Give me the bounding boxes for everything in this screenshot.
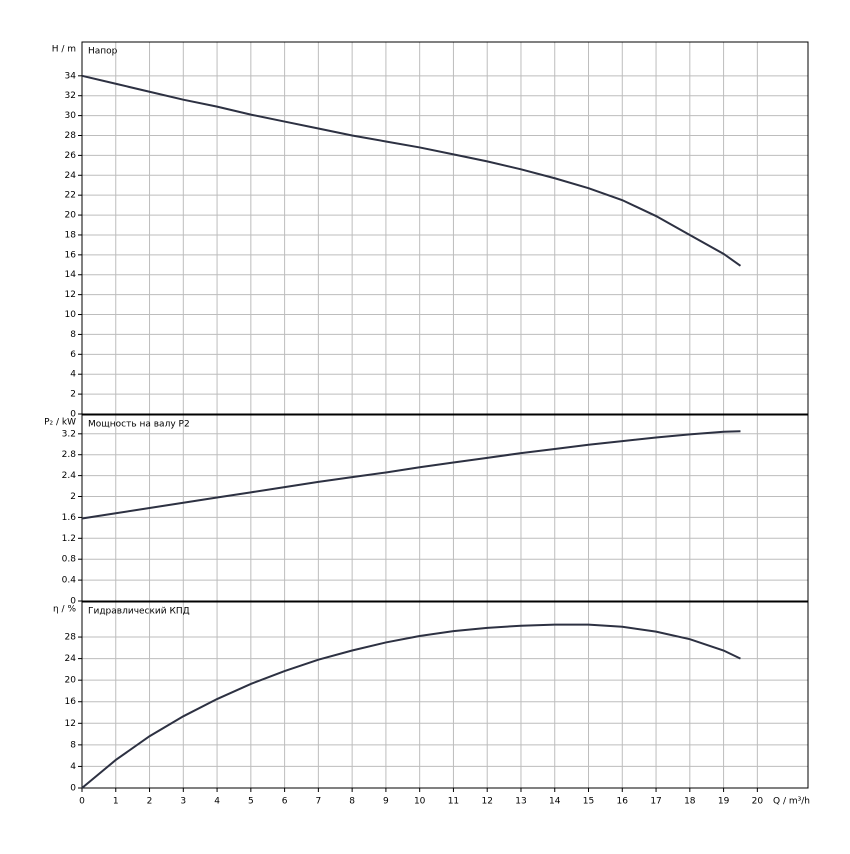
- x-tick-label: 4: [214, 797, 220, 807]
- x-axis-label: Q / m³/h: [773, 797, 810, 807]
- x-tick-label: 7: [316, 797, 322, 807]
- plot-frame: [81, 41, 809, 415]
- panel-title: Напор: [88, 47, 118, 57]
- x-tick-label: 14: [549, 797, 561, 807]
- y-tick-label: 2: [70, 390, 76, 400]
- x-tick-label: 15: [583, 797, 594, 807]
- y-tick-label: 4: [70, 762, 76, 772]
- x-tick-label: 6: [282, 797, 288, 807]
- y-tick-label: 2: [70, 492, 76, 502]
- y-tick-label: 8: [70, 330, 76, 340]
- y-tick-label: 14: [65, 270, 77, 280]
- y-tick-label: 28: [65, 633, 77, 643]
- y-tick-label: 6: [70, 350, 76, 360]
- y-tick-label: 2.4: [62, 471, 77, 481]
- y-axis-label: H / m: [52, 45, 76, 55]
- y-tick-label: 16: [65, 250, 77, 260]
- y-tick-label: 20: [65, 676, 77, 686]
- x-tick-label: 3: [180, 797, 186, 807]
- x-tick-label: 5: [248, 797, 254, 807]
- y-tick-label: 0: [70, 597, 76, 607]
- y-tick-label: 10: [65, 310, 77, 320]
- y-tick-label: 28: [65, 131, 77, 141]
- y-tick-label: 12: [65, 719, 76, 729]
- y-axis-label: P₂ / kW: [44, 418, 76, 428]
- x-tick-label: 10: [414, 797, 426, 807]
- x-tick-label: 11: [448, 797, 459, 807]
- y-tick-label: 24: [65, 654, 77, 664]
- y-tick-label: 30: [65, 111, 77, 121]
- x-tick-label: 18: [684, 797, 696, 807]
- plot-frame: [81, 414, 809, 602]
- y-tick-label: 12: [65, 290, 76, 300]
- y-tick-label: 0.8: [62, 555, 77, 565]
- x-tick-label: 20: [752, 797, 764, 807]
- x-tick-label: 9: [383, 797, 389, 807]
- x-tick-label: 16: [617, 797, 629, 807]
- y-tick-label: 18: [65, 230, 77, 240]
- x-tick-label: 17: [650, 797, 661, 807]
- plot-frame: [81, 601, 809, 789]
- y-tick-label: 34: [65, 71, 77, 81]
- y-tick-label: 20: [65, 211, 77, 221]
- y-tick-label: 8: [70, 740, 76, 750]
- x-tick-label: 1: [113, 797, 119, 807]
- y-tick-label: 24: [65, 171, 77, 181]
- y-tick-label: 2.8: [62, 450, 77, 460]
- x-tick-label: 19: [718, 797, 730, 807]
- y-tick-label: 4: [70, 370, 76, 380]
- curve: [81, 430, 741, 520]
- y-tick-label: 1.2: [62, 534, 76, 544]
- y-tick-label: 16: [65, 697, 77, 707]
- panel-title: Мощность на валу P2: [88, 420, 190, 430]
- y-tick-label: 3.2: [62, 429, 76, 439]
- x-tick-label: 8: [349, 797, 355, 807]
- curve: [81, 623, 741, 789]
- y-axis-label: η / %: [53, 605, 76, 615]
- panel-title: Гидравлический КПД: [88, 607, 190, 617]
- y-tick-label: 1.6: [62, 513, 77, 523]
- x-tick-label: 12: [481, 797, 492, 807]
- y-tick-label: 22: [65, 191, 76, 201]
- y-tick-label: 0.4: [62, 576, 77, 586]
- x-tick-label: 13: [515, 797, 526, 807]
- y-tick-label: 0: [70, 784, 76, 794]
- y-tick-label: 0: [70, 410, 76, 420]
- curve: [81, 74, 742, 267]
- y-tick-label: 32: [65, 91, 76, 101]
- y-tick-label: 26: [65, 151, 77, 161]
- x-tick-label: 2: [147, 797, 153, 807]
- x-tick-label: 0: [79, 797, 85, 807]
